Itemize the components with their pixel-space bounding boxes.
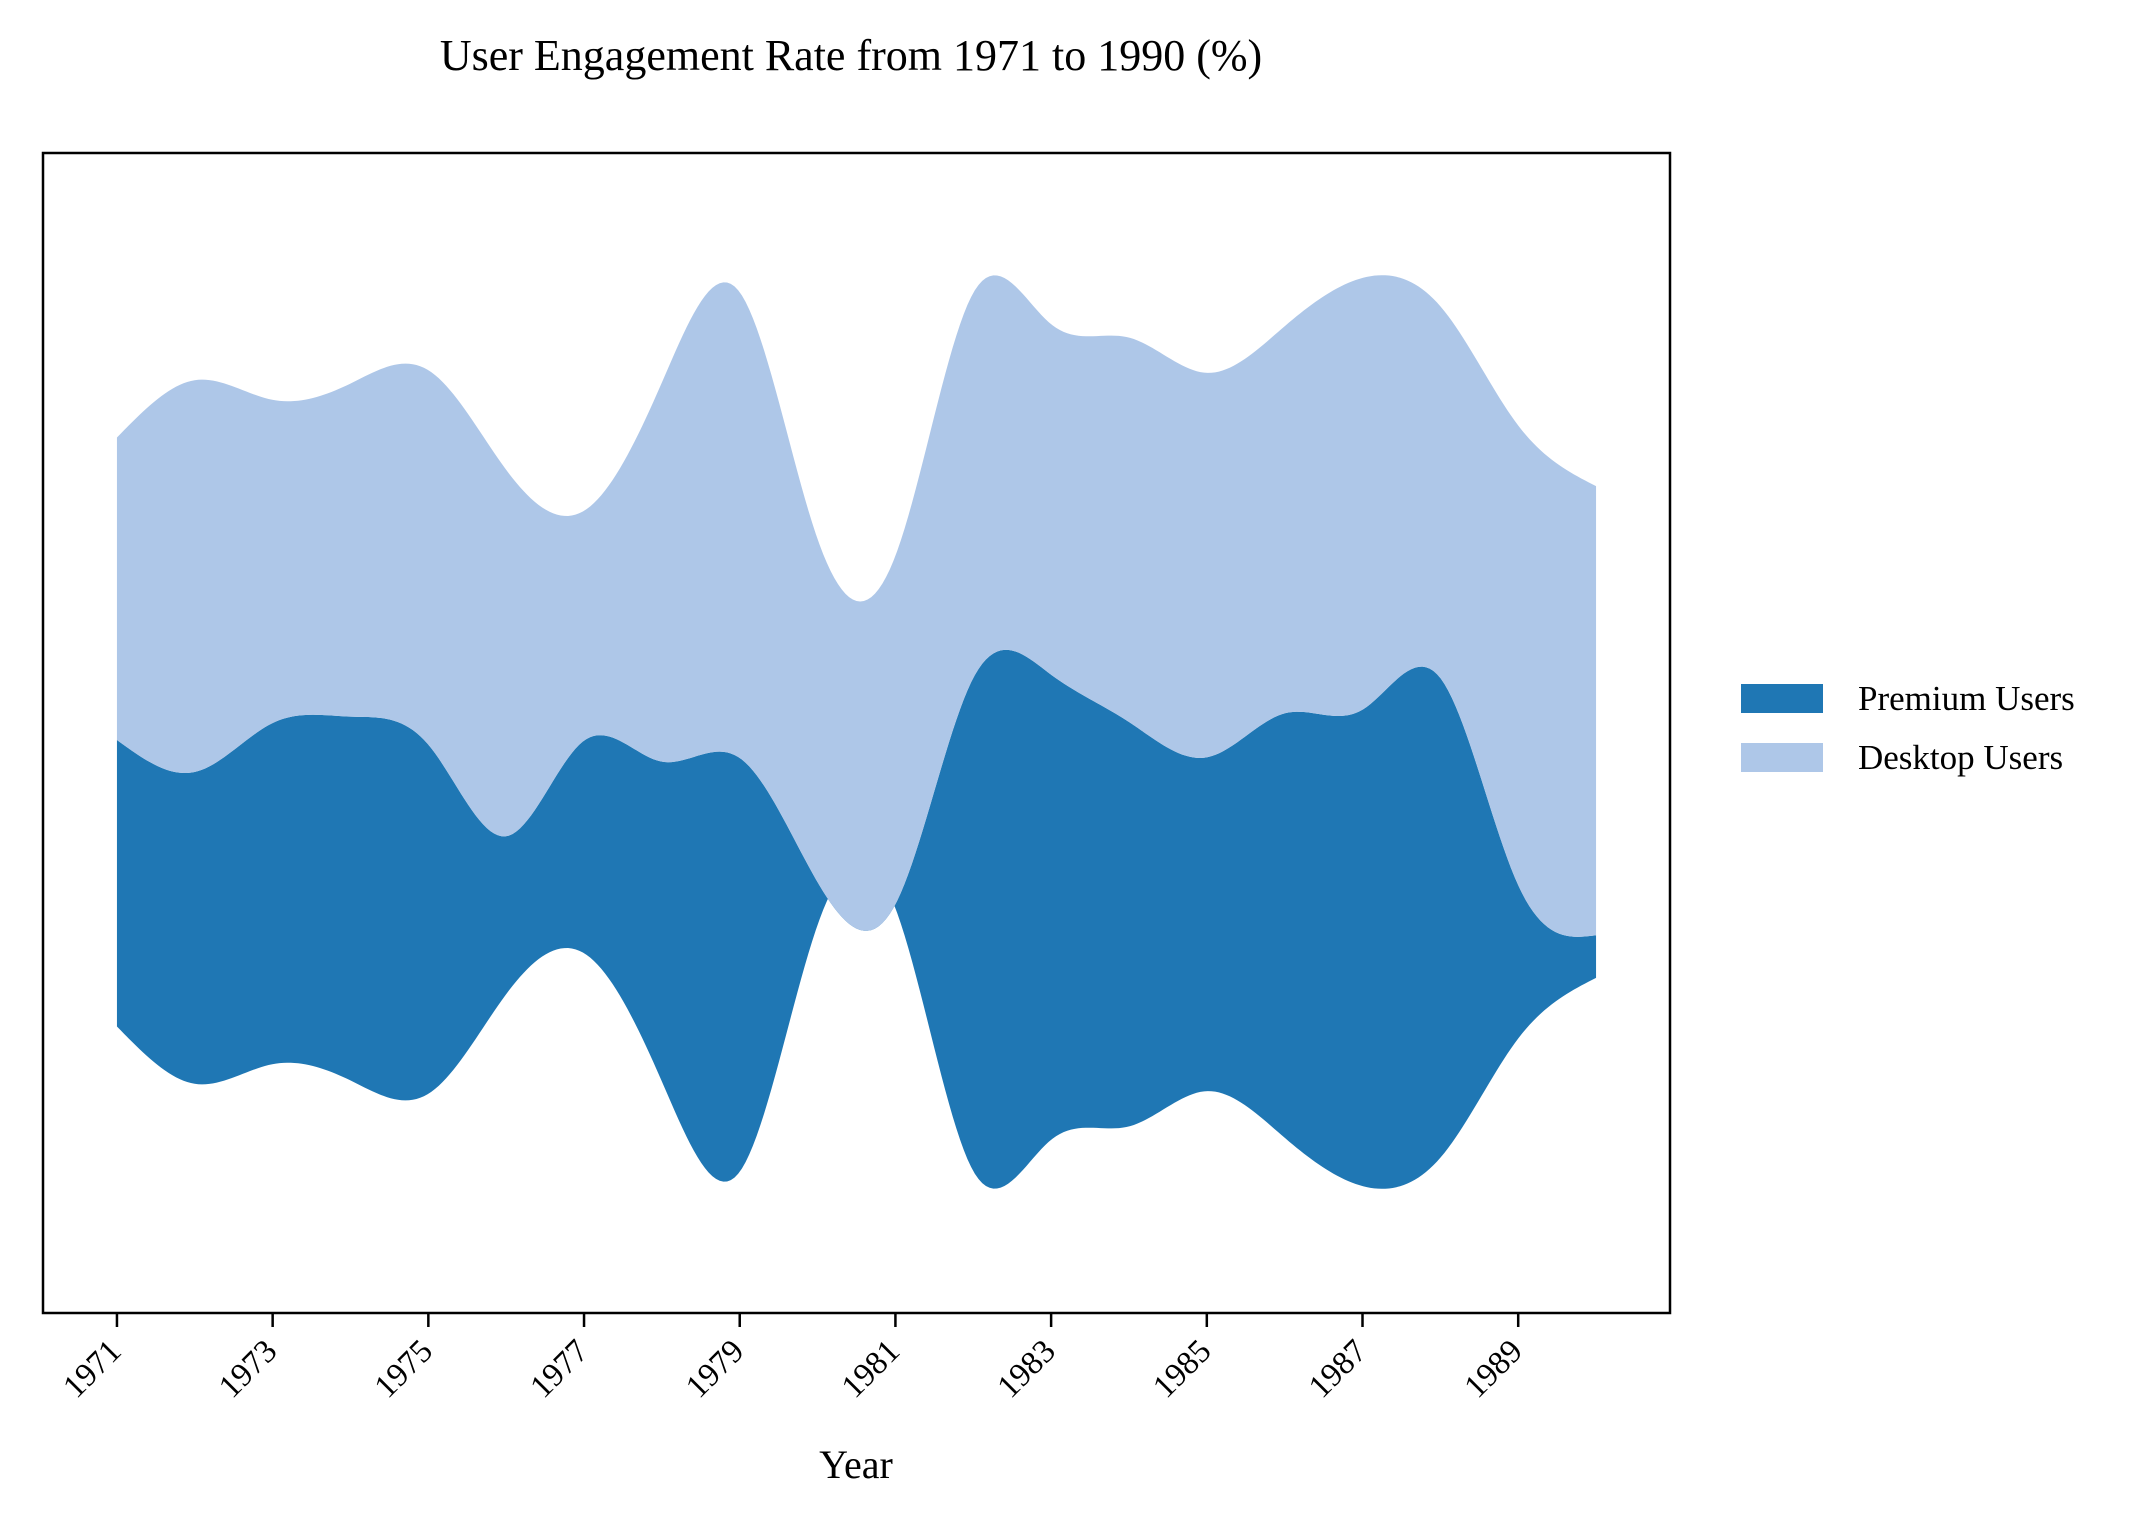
stream-area-desktop-users [116, 275, 1597, 937]
legend-swatch [1741, 684, 1823, 713]
chart-title: User Engagement Rate from 1971 to 1990 (… [440, 31, 1262, 80]
plot-area-frame [41, 151, 1672, 1315]
legend-swatch [1741, 743, 1823, 772]
legend-label: Premium Users [1858, 679, 2075, 718]
x-axis-label: Year [819, 1442, 893, 1487]
stream-layers [116, 275, 1597, 1189]
legend-label: Desktop Users [1858, 738, 2063, 777]
legend: Premium Users Desktop Users [1741, 679, 2075, 777]
